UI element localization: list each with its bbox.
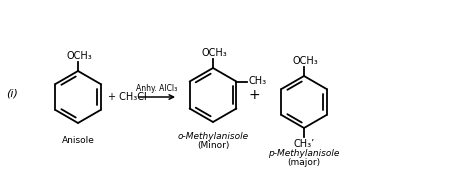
Text: (i): (i) [6,88,18,98]
Text: Anhy. AlCl₃: Anhy. AlCl₃ [136,84,177,93]
Text: OCH₃: OCH₃ [66,51,92,61]
Text: p-Methylanisole: p-Methylanisole [268,149,339,158]
Text: Anisole: Anisole [62,136,94,145]
Text: +: + [248,88,259,102]
Text: o-Methylanisole: o-Methylanisole [177,132,248,141]
Text: (major): (major) [287,158,320,167]
Text: + CH₃Cl: + CH₃Cl [108,92,146,102]
Text: OCH₃: OCH₃ [201,48,226,58]
Text: CH₃: CH₃ [248,77,266,86]
Text: CH₃’: CH₃’ [293,139,314,149]
Text: OCH₃: OCH₃ [291,56,317,66]
Text: (Minor): (Minor) [196,141,229,150]
